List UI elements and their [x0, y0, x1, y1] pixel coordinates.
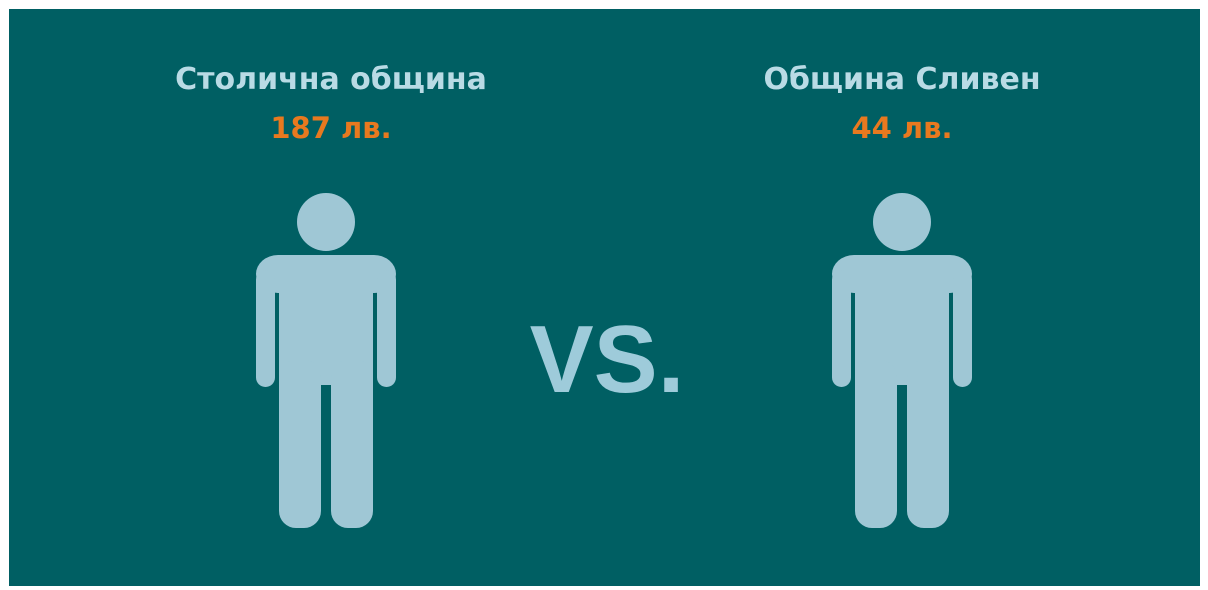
right-title: Община Сливен: [763, 62, 1040, 97]
right-value: 44 лв.: [851, 111, 952, 145]
left-value: 187 лв.: [270, 111, 391, 145]
versus: VS.: [530, 306, 685, 413]
left-title: Столична община: [175, 62, 487, 97]
left-person-icon: [256, 193, 396, 528]
right-person-icon: [832, 193, 972, 528]
background: [9, 9, 1200, 586]
